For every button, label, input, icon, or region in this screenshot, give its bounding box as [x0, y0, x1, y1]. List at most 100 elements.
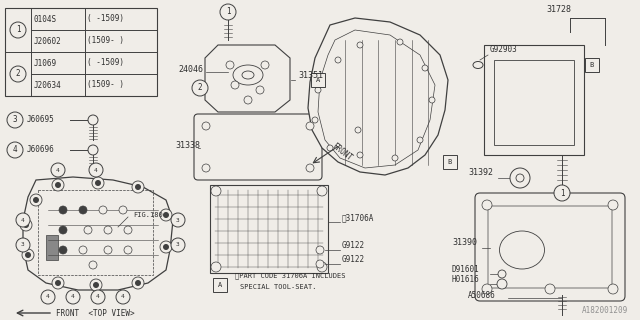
Circle shape — [59, 206, 67, 214]
Circle shape — [171, 213, 185, 227]
Circle shape — [482, 200, 492, 210]
Circle shape — [306, 164, 314, 172]
Circle shape — [244, 96, 252, 104]
Circle shape — [22, 249, 34, 261]
Circle shape — [16, 213, 30, 227]
Circle shape — [51, 163, 65, 177]
Circle shape — [545, 284, 555, 294]
Bar — [210, 185, 328, 273]
Text: ( -1509): ( -1509) — [87, 14, 124, 23]
Circle shape — [482, 284, 492, 294]
Circle shape — [211, 186, 221, 196]
Circle shape — [79, 206, 87, 214]
Text: 1: 1 — [226, 7, 230, 17]
Text: ※31706A: ※31706A — [342, 213, 374, 222]
Circle shape — [306, 122, 314, 130]
Text: 4: 4 — [94, 167, 98, 172]
Text: 4: 4 — [46, 294, 50, 300]
Bar — [585, 58, 599, 72]
Text: A: A — [316, 77, 320, 83]
Text: J60696: J60696 — [27, 146, 55, 155]
Text: 2: 2 — [198, 84, 202, 92]
Text: A182001209: A182001209 — [582, 306, 628, 315]
Circle shape — [226, 61, 234, 69]
Circle shape — [91, 290, 105, 304]
Circle shape — [66, 290, 80, 304]
Circle shape — [163, 212, 169, 218]
Circle shape — [16, 238, 30, 252]
Circle shape — [192, 80, 208, 96]
Circle shape — [52, 179, 64, 191]
Text: H01616: H01616 — [452, 275, 480, 284]
Text: 4: 4 — [96, 294, 100, 300]
Circle shape — [59, 206, 67, 214]
Circle shape — [41, 290, 55, 304]
Circle shape — [160, 209, 172, 221]
Circle shape — [608, 284, 618, 294]
Circle shape — [59, 246, 67, 254]
Circle shape — [202, 122, 210, 130]
Text: A: A — [218, 282, 222, 288]
Circle shape — [317, 262, 327, 272]
Circle shape — [312, 117, 318, 123]
Circle shape — [99, 206, 107, 214]
Circle shape — [231, 81, 239, 89]
Text: (1509- ): (1509- ) — [87, 81, 124, 90]
Text: 3: 3 — [13, 116, 17, 124]
Circle shape — [92, 177, 104, 189]
Ellipse shape — [233, 65, 263, 85]
Circle shape — [520, 97, 548, 125]
Text: B: B — [448, 159, 452, 165]
Bar — [484, 45, 584, 155]
Ellipse shape — [473, 61, 483, 68]
Text: 4: 4 — [21, 218, 25, 222]
Circle shape — [84, 226, 92, 234]
Bar — [5, 8, 157, 96]
Text: FRONT  <TOP VIEW>: FRONT <TOP VIEW> — [56, 308, 134, 317]
FancyBboxPatch shape — [194, 114, 322, 180]
Text: J20634: J20634 — [34, 81, 61, 90]
Text: B: B — [590, 62, 594, 68]
Circle shape — [497, 279, 507, 289]
Text: 4: 4 — [13, 146, 17, 155]
Circle shape — [163, 244, 169, 250]
Circle shape — [79, 246, 87, 254]
Text: 3: 3 — [176, 243, 180, 247]
Text: 31390: 31390 — [452, 238, 477, 247]
Circle shape — [327, 145, 333, 151]
Circle shape — [392, 155, 398, 161]
Text: J20602: J20602 — [34, 36, 61, 45]
Circle shape — [20, 219, 32, 231]
Circle shape — [79, 206, 87, 214]
Circle shape — [397, 39, 403, 45]
Circle shape — [55, 182, 61, 188]
Text: 31338: 31338 — [175, 141, 200, 150]
Circle shape — [88, 145, 98, 155]
Circle shape — [59, 226, 67, 234]
Circle shape — [256, 86, 264, 94]
Circle shape — [59, 246, 67, 254]
Circle shape — [10, 22, 26, 38]
Polygon shape — [23, 177, 173, 290]
Circle shape — [516, 174, 524, 182]
Text: 4: 4 — [121, 294, 125, 300]
Circle shape — [335, 57, 341, 63]
Text: G92903: G92903 — [490, 45, 518, 54]
Circle shape — [33, 197, 39, 203]
Text: ※PART CODE 31706A INCLUDES: ※PART CODE 31706A INCLUDES — [235, 272, 346, 279]
Text: 4: 4 — [71, 294, 75, 300]
Circle shape — [554, 185, 570, 201]
Circle shape — [315, 87, 321, 93]
Text: SPECIAL TOOL-SEAT.: SPECIAL TOOL-SEAT. — [240, 284, 317, 290]
Circle shape — [202, 164, 210, 172]
Text: 31392: 31392 — [468, 168, 493, 177]
Circle shape — [30, 194, 42, 206]
Circle shape — [528, 105, 540, 117]
Text: FRONT: FRONT — [330, 141, 354, 163]
Circle shape — [89, 163, 103, 177]
Text: 0104S: 0104S — [34, 14, 57, 23]
Text: (1509- ): (1509- ) — [87, 36, 124, 45]
Circle shape — [261, 61, 269, 69]
Text: 1: 1 — [16, 26, 20, 35]
Text: G9122: G9122 — [342, 255, 365, 264]
